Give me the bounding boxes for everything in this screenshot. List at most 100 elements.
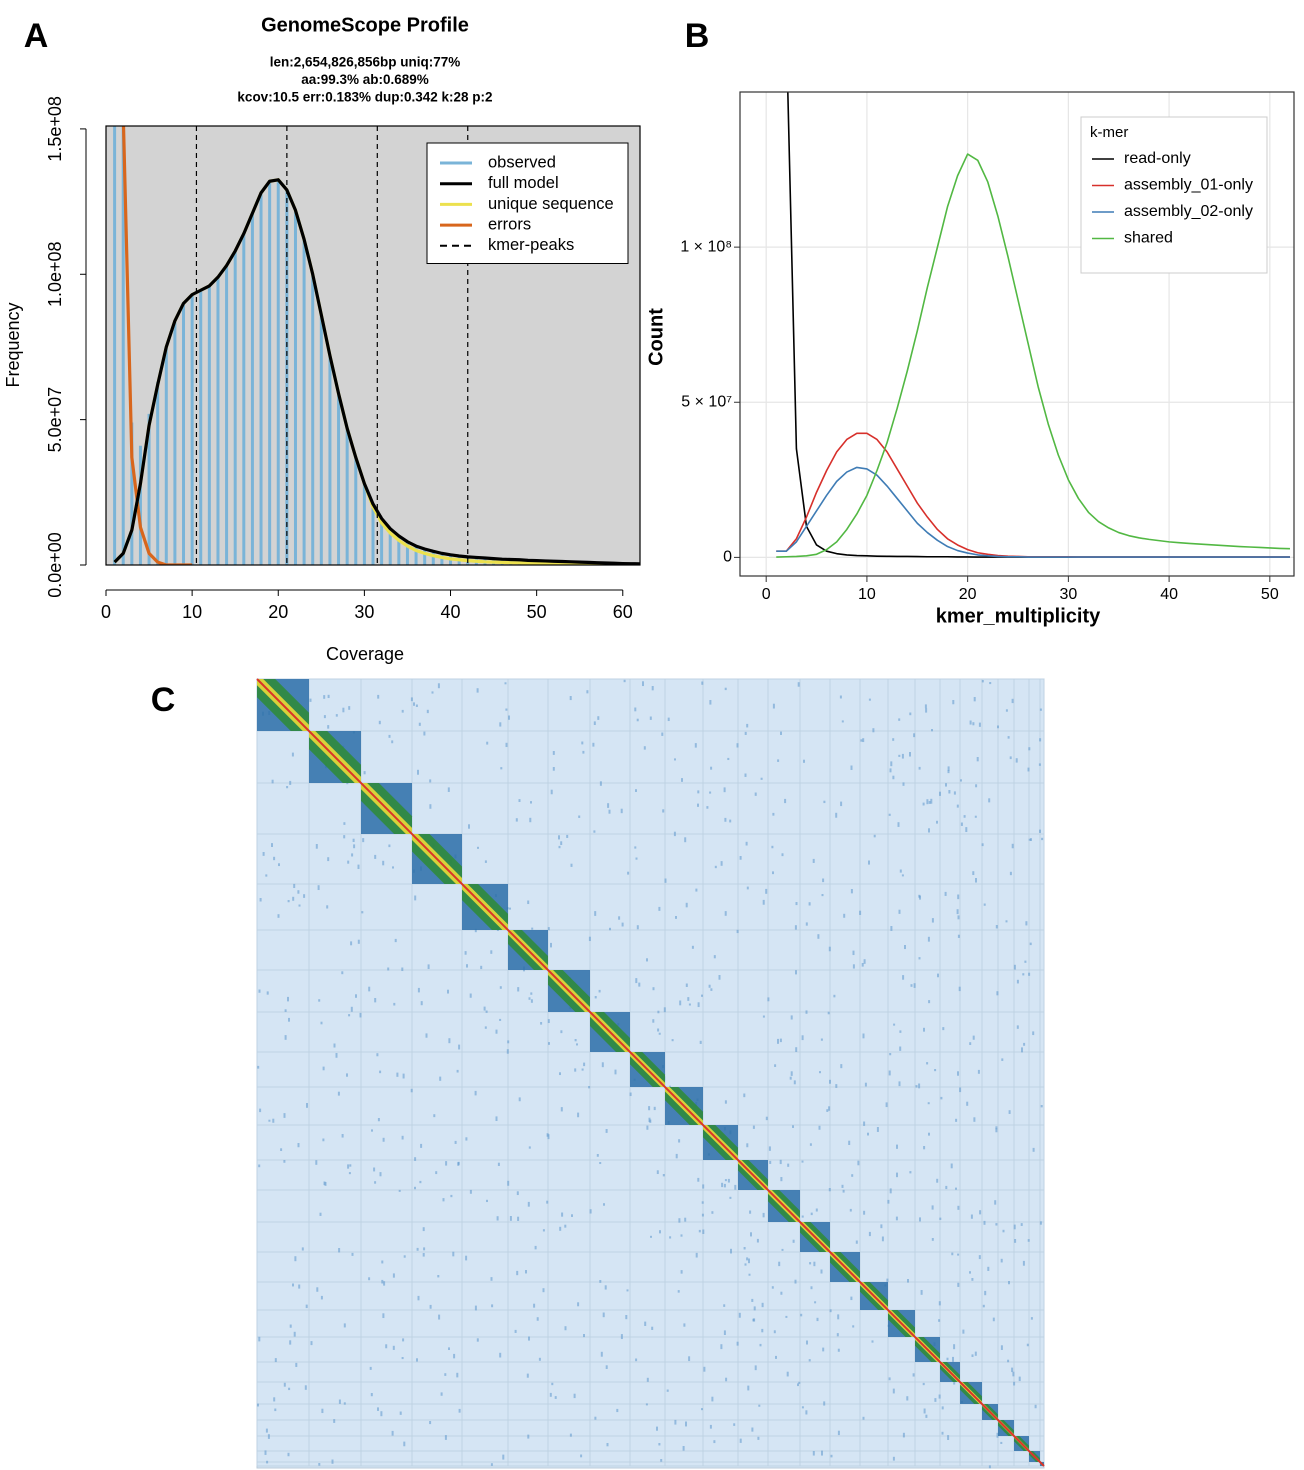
contact-speck	[581, 741, 584, 745]
contact-speck	[850, 889, 853, 894]
contact-speck	[801, 1160, 804, 1163]
contact-speck	[995, 1128, 998, 1133]
contact-speck	[528, 997, 531, 1000]
contact-speck	[828, 946, 831, 952]
contact-speck	[801, 1406, 804, 1409]
contact-speck	[382, 1313, 385, 1319]
contact-speck	[969, 720, 972, 725]
contact-speck	[348, 1172, 351, 1175]
contact-speck	[1039, 1221, 1042, 1225]
contact-speck	[379, 1172, 382, 1177]
contact-speck	[283, 1113, 286, 1118]
contact-speck	[918, 766, 921, 770]
contact-speck	[861, 963, 864, 967]
contact-speck	[754, 1365, 757, 1371]
contact-speck	[679, 1000, 682, 1006]
contact-speck	[530, 992, 533, 995]
contact-speck	[790, 1071, 793, 1076]
contact-speck	[495, 1116, 498, 1121]
contact-speck	[934, 1398, 937, 1402]
contact-speck	[889, 1188, 892, 1194]
contact-speck	[343, 822, 346, 825]
contact-speck	[892, 1456, 895, 1461]
contact-speck	[979, 1210, 982, 1215]
contact-speck	[609, 927, 611, 931]
contact-speck	[912, 1373, 915, 1377]
contact-speck	[483, 1006, 486, 1011]
contact-speck	[283, 1160, 286, 1163]
contact-speck	[346, 1073, 348, 1077]
contact-speck	[928, 1000, 931, 1004]
contact-speck	[419, 1180, 422, 1184]
contact-speck	[658, 906, 661, 911]
contact-speck	[660, 1459, 663, 1462]
y-tick-label: 5.0e+07	[45, 387, 65, 453]
contact-speck	[922, 802, 925, 806]
contact-speck	[751, 1427, 754, 1432]
contact-speck	[888, 1377, 891, 1381]
contact-speck	[559, 1072, 561, 1076]
contact-speck	[898, 1081, 901, 1087]
contact-speck	[649, 716, 652, 720]
contact-speck	[748, 1273, 751, 1276]
contact-speck	[627, 871, 630, 875]
contact-speck	[414, 1157, 417, 1161]
contact-speck	[452, 1251, 455, 1257]
contact-speck	[1028, 972, 1031, 976]
contact-speck	[687, 997, 690, 1001]
chart-subtitle: aa:99.3% ab:0.689%	[301, 72, 429, 87]
contact-speck	[530, 801, 532, 804]
contact-speck	[957, 894, 960, 900]
contact-speck	[363, 771, 366, 775]
contact-speck	[560, 841, 563, 846]
contact-speck	[437, 683, 440, 689]
contact-speck	[688, 1003, 691, 1006]
contact-speck	[425, 1033, 428, 1038]
contact-speck	[886, 1278, 889, 1282]
contact-speck	[662, 1174, 665, 1177]
contact-speck	[444, 1373, 447, 1376]
contact-speck	[401, 709, 404, 713]
contact-speck	[904, 945, 906, 950]
contact-speck	[889, 768, 892, 773]
contact-speck	[517, 987, 520, 992]
contact-speck	[734, 1184, 737, 1190]
contact-speck	[605, 1129, 608, 1133]
contact-speck	[777, 759, 780, 762]
contact-speck	[939, 791, 941, 796]
contact-speck	[533, 1303, 536, 1308]
contact-speck	[813, 1261, 816, 1267]
contact-speck	[403, 1255, 406, 1258]
contact-speck	[417, 769, 419, 775]
contact-speck	[1023, 1042, 1026, 1046]
contact-speck	[417, 987, 420, 993]
contact-speck	[284, 1035, 287, 1040]
contact-speck	[616, 1408, 619, 1413]
contact-speck	[973, 1117, 976, 1122]
contact-speck	[698, 1229, 701, 1233]
contact-speck	[645, 1403, 648, 1406]
contact-speck	[975, 784, 978, 788]
contact-speck	[675, 916, 677, 919]
contact-speck	[1041, 837, 1044, 841]
contact-speck	[876, 1127, 879, 1132]
contact-speck	[540, 1022, 543, 1025]
contact-speck	[915, 1085, 918, 1088]
contact-speck	[909, 1171, 912, 1174]
x-tick-label: 50	[527, 602, 547, 622]
contact-speck	[558, 835, 560, 840]
contact-speck	[860, 739, 863, 742]
contact-speck	[528, 1146, 531, 1149]
contact-speck	[602, 1312, 605, 1318]
contact-speck	[292, 896, 295, 901]
contact-speck	[469, 993, 472, 998]
contact-speck	[673, 831, 676, 837]
contact-speck	[1008, 1281, 1010, 1285]
contact-speck	[423, 731, 426, 736]
x-tick-label: 20	[959, 586, 977, 603]
contact-speck	[396, 1072, 399, 1077]
contact-speck	[1039, 708, 1042, 711]
contact-speck	[531, 927, 534, 930]
contact-speck	[713, 1440, 716, 1444]
contact-speck	[634, 707, 637, 712]
